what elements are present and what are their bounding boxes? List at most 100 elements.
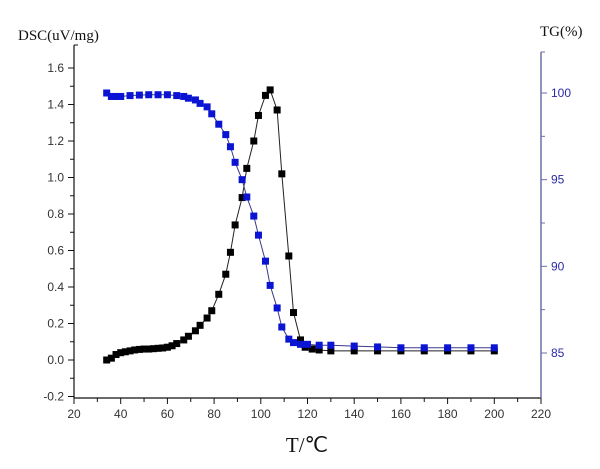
- data-point-dsc: [238, 194, 246, 202]
- data-point-tg: [215, 120, 223, 128]
- data-point-tg: [266, 281, 274, 289]
- data-point-dsc: [121, 348, 129, 356]
- data-point-tg: [444, 344, 452, 352]
- data-point-tg: [304, 340, 311, 348]
- y2-tick-label: 100: [551, 86, 571, 100]
- data-point-dsc: [135, 345, 143, 353]
- data-point-dsc: [168, 342, 176, 350]
- data-point-tg: [226, 143, 234, 151]
- data-point-tg: [231, 158, 239, 166]
- data-point-dsc: [107, 354, 115, 362]
- data-point-dsc: [261, 91, 269, 99]
- data-point-tg: [222, 131, 230, 139]
- data-point-dsc: [184, 332, 192, 340]
- data-point-tg: [163, 91, 171, 99]
- data-point-dsc: [215, 290, 223, 298]
- data-point-tg: [145, 91, 153, 99]
- x-tick-label: 140: [344, 407, 364, 421]
- series-tg: [103, 89, 498, 352]
- data-point-tg: [261, 257, 269, 265]
- data-point-dsc: [350, 347, 358, 355]
- data-point-dsc: [191, 327, 199, 335]
- data-point-tg: [289, 339, 297, 347]
- data-point-tg: [374, 343, 382, 351]
- data-point-tg: [250, 212, 258, 220]
- data-point-tg: [278, 323, 286, 331]
- y2-tick-label: 95: [551, 173, 565, 187]
- data-point-tg: [191, 96, 199, 104]
- data-point-dsc: [315, 346, 323, 354]
- data-point-tg: [107, 92, 115, 100]
- data-point-dsc: [374, 347, 382, 355]
- x-tick-label: 220: [531, 407, 551, 421]
- series-line-tg: [106, 92, 495, 349]
- x-tick-label: 120: [297, 407, 317, 421]
- x-tick-label: 40: [114, 407, 128, 421]
- data-point-tg: [490, 344, 498, 352]
- data-point-dsc: [254, 111, 262, 119]
- data-point-dsc: [243, 164, 251, 172]
- y-tick-label: 0.4: [47, 280, 64, 294]
- x-tick-label: 100: [251, 407, 271, 421]
- data-point-dsc: [250, 137, 258, 145]
- data-point-dsc: [308, 345, 316, 353]
- y-tick-label: 0.2: [47, 317, 64, 331]
- data-point-tg: [196, 99, 204, 107]
- data-point-dsc: [103, 356, 111, 364]
- y-tick-label: -0.2: [43, 390, 64, 404]
- data-point-dsc: [140, 345, 148, 353]
- x-tick-label: 20: [67, 407, 81, 421]
- data-point-tg: [117, 92, 125, 100]
- x-tick-label: 60: [161, 407, 175, 421]
- data-point-tg: [315, 341, 323, 349]
- y-tick-label: 1.2: [47, 134, 64, 148]
- data-point-dsc: [222, 270, 230, 278]
- data-point-tg: [173, 92, 181, 100]
- data-point-dsc: [112, 351, 120, 359]
- y2-axis-title: TG(%): [540, 24, 582, 40]
- y-tick-label: 1.6: [47, 61, 64, 75]
- data-point-dsc: [231, 221, 239, 229]
- data-point-dsc: [266, 86, 274, 94]
- data-point-dsc: [273, 106, 281, 114]
- data-point-tg: [154, 91, 162, 99]
- data-point-tg: [254, 231, 262, 239]
- y2-tick-label: 90: [551, 259, 565, 273]
- data-point-dsc: [159, 344, 167, 352]
- data-point-tg: [243, 193, 251, 201]
- data-point-dsc: [226, 248, 234, 256]
- y-tick-label: 0.0: [47, 353, 64, 367]
- data-point-dsc: [289, 309, 297, 317]
- data-point-tg: [285, 335, 293, 343]
- series-dsc: [103, 86, 498, 364]
- data-point-tg: [135, 91, 143, 99]
- data-point-dsc: [126, 347, 134, 355]
- axes: 20 40 60 80 100 120 140 160 180 200 220 -0.2 0.0 0.2 0…: [43, 44, 571, 421]
- x-tick-label: 80: [207, 407, 221, 421]
- data-point-dsc: [173, 340, 181, 348]
- y-tick-label: 0.8: [47, 207, 64, 221]
- data-point-tg: [238, 176, 246, 184]
- data-point-tg: [296, 340, 304, 348]
- data-point-dsc: [149, 345, 157, 353]
- data-point-tg: [350, 342, 358, 350]
- data-point-dsc: [180, 336, 188, 344]
- data-point-dsc: [285, 252, 293, 260]
- data-point-dsc: [327, 347, 335, 355]
- data-point-dsc: [196, 321, 204, 329]
- data-point-tg: [126, 92, 134, 100]
- y-tick-label: 0.6: [47, 244, 64, 258]
- data-point-tg: [327, 341, 335, 349]
- y-tick-label: 1.0: [47, 171, 64, 185]
- y2-tick-label: 85: [551, 346, 565, 360]
- data-point-dsc: [117, 349, 125, 357]
- data-point-tg: [420, 344, 428, 352]
- data-point-tg: [112, 92, 120, 100]
- data-point-dsc: [296, 336, 304, 344]
- data-point-dsc: [163, 343, 171, 351]
- data-point-dsc: [208, 307, 216, 315]
- data-point-tg: [467, 344, 475, 352]
- data-point-dsc: [131, 346, 139, 354]
- data-point-dsc: [145, 345, 153, 353]
- data-point-tg: [397, 344, 405, 352]
